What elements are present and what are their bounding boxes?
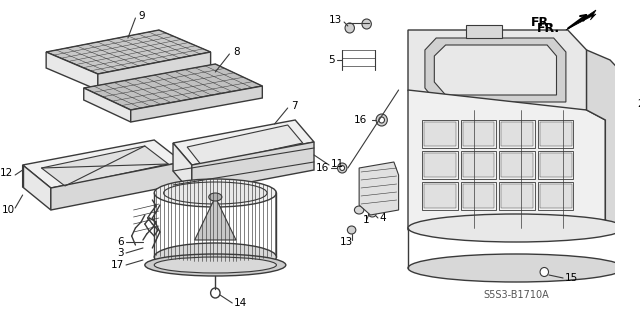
Bar [422,151,458,179]
Ellipse shape [154,243,276,271]
Bar [422,120,458,148]
Text: 8: 8 [233,47,240,57]
Text: 13: 13 [329,15,342,25]
Ellipse shape [209,193,222,201]
Polygon shape [46,52,98,90]
Polygon shape [22,140,182,188]
Ellipse shape [348,226,356,234]
Ellipse shape [337,163,347,173]
Text: 16: 16 [316,163,329,173]
Polygon shape [435,45,557,95]
Text: 12: 12 [0,168,13,178]
Text: FR.: FR. [531,16,554,28]
Text: 2: 2 [637,99,640,109]
Polygon shape [42,146,168,186]
Text: 11: 11 [331,159,344,169]
Bar [540,184,572,208]
Bar [501,153,533,177]
Bar [540,122,572,146]
Bar [424,184,456,208]
Ellipse shape [376,114,387,126]
Text: 4: 4 [380,213,387,223]
Polygon shape [408,90,605,230]
Polygon shape [359,162,399,215]
Polygon shape [187,125,303,165]
Ellipse shape [362,19,371,29]
Text: 10: 10 [2,205,15,215]
Ellipse shape [154,257,276,273]
Polygon shape [84,88,131,122]
Ellipse shape [340,166,344,170]
Bar [461,182,497,210]
Bar [499,182,535,210]
Bar [463,184,495,208]
Bar [499,151,535,179]
Text: 15: 15 [565,273,578,283]
Ellipse shape [379,117,385,123]
Bar [540,153,572,177]
Bar [461,151,497,179]
Bar [501,184,533,208]
Text: 1: 1 [362,215,369,225]
Text: S5S3-B1710A: S5S3-B1710A [483,290,549,300]
Text: 9: 9 [138,11,145,21]
Polygon shape [467,25,502,38]
Bar [538,182,573,210]
Bar [501,122,533,146]
Polygon shape [22,165,51,210]
Polygon shape [587,50,624,230]
Polygon shape [131,86,262,122]
Polygon shape [51,162,182,210]
Ellipse shape [408,254,624,282]
Polygon shape [173,120,314,165]
Polygon shape [566,10,596,30]
Bar [499,120,535,148]
Polygon shape [173,143,192,193]
Ellipse shape [408,214,624,242]
Bar [424,122,456,146]
Text: 17: 17 [111,260,124,270]
Bar [424,153,456,177]
Ellipse shape [154,179,276,207]
Text: 16: 16 [353,115,367,125]
Ellipse shape [345,23,355,33]
Ellipse shape [540,268,548,277]
Ellipse shape [355,206,364,214]
Bar [463,122,495,146]
Ellipse shape [164,182,267,204]
Text: 7: 7 [291,101,298,111]
Bar [463,153,495,177]
Ellipse shape [369,211,376,217]
Bar [461,120,497,148]
Polygon shape [192,142,314,193]
Text: 6: 6 [118,237,124,247]
Bar [422,182,458,210]
Polygon shape [408,30,587,110]
Text: 5: 5 [328,55,335,65]
Bar [538,151,573,179]
Polygon shape [84,64,262,110]
Text: 14: 14 [234,298,248,308]
Ellipse shape [145,254,286,276]
Polygon shape [425,38,566,102]
Polygon shape [46,30,211,74]
Polygon shape [195,197,236,240]
Bar [538,120,573,148]
Polygon shape [98,52,211,90]
Text: 3: 3 [118,248,124,258]
Text: 13: 13 [339,237,353,247]
Ellipse shape [211,288,220,298]
Text: FR.: FR. [537,22,560,35]
